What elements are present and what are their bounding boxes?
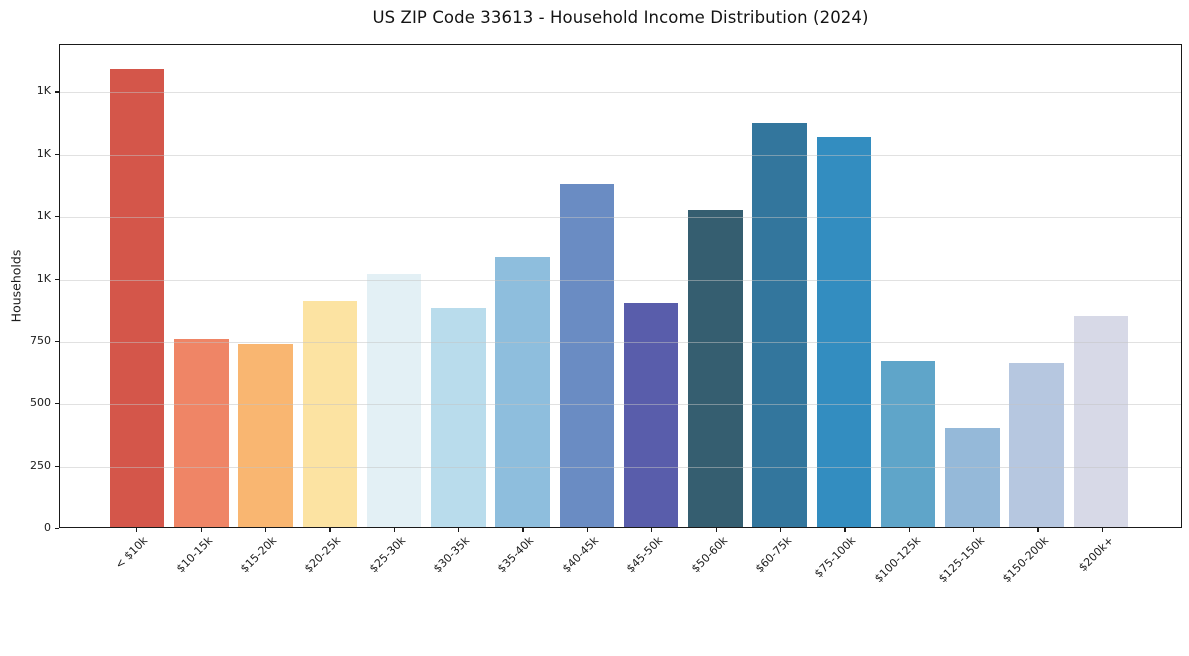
x-tick-label: $75-100k [812, 534, 859, 581]
bar--15-20k [238, 344, 293, 527]
gridline [60, 466, 1181, 468]
x-tick-mark [844, 528, 846, 532]
bar-slot [491, 45, 555, 527]
bar-slot [298, 45, 362, 527]
x-tick-mark [586, 528, 588, 532]
x-tick-mark [522, 528, 524, 532]
y-tick-label: 750 [30, 333, 51, 347]
x-tick-label: $100-125k [871, 534, 923, 586]
y-tick-mark [55, 465, 59, 467]
bar--10-15k [174, 339, 229, 527]
x-tick-mark [136, 528, 138, 532]
x-tick-label: $30-35k [430, 534, 473, 576]
x-tick-label: $20-25k [302, 534, 344, 576]
bar--45-50k [623, 303, 679, 527]
bar--30-35k [431, 308, 486, 527]
x-tick-label: $15-20k [237, 534, 280, 576]
x-tick-label: $50-60k [688, 534, 730, 576]
y-tick-mark [55, 278, 59, 280]
bar-slot [748, 45, 812, 527]
bar-slot [426, 45, 490, 527]
x-tick-mark [973, 528, 975, 532]
chart-figure: US ZIP Code 33613 - Household Income Dis… [8, 8, 1182, 585]
x-tick-label: $35-40k [495, 534, 537, 576]
y-tick-mark [55, 153, 59, 155]
y-tick-mark [55, 91, 59, 93]
gridline [60, 217, 1181, 219]
plot-area [59, 44, 1182, 528]
bar-slot [1069, 45, 1133, 527]
bar--20-25k [302, 300, 358, 527]
gridline [60, 92, 1181, 94]
x-tick-mark [651, 528, 653, 532]
gridline [60, 154, 1181, 156]
x-tick-label: $150-200k [1000, 534, 1052, 586]
x-tick-mark [200, 528, 202, 532]
bar--60-75k [752, 123, 807, 527]
x-tick-label: $10-15k [173, 534, 215, 576]
gridline [60, 404, 1181, 406]
bar--50-60k [688, 210, 743, 527]
bar-slot [169, 45, 233, 527]
y-tick-label: 250 [30, 458, 51, 472]
bar-slot [619, 45, 683, 527]
x-tick-label: $60-75k [752, 534, 795, 576]
y-tick-label: 1K [36, 271, 51, 285]
x-tick-mark [458, 528, 460, 532]
x-tick-mark [1101, 528, 1103, 532]
y-tick-mark [55, 528, 59, 530]
bar--125-150k [945, 427, 1000, 527]
bar-slot [555, 45, 619, 527]
bar--40-45k [559, 184, 615, 527]
chart-title: US ZIP Code 33613 - Household Income Dis… [372, 8, 869, 27]
gridline [60, 341, 1181, 343]
x-tick-mark [329, 528, 331, 532]
x-tick-mark [393, 528, 395, 532]
x-tick-label: < $10k [112, 534, 151, 572]
gridline [60, 279, 1181, 281]
y-tick-mark [55, 340, 59, 343]
bar-slot [234, 45, 298, 527]
x-tick-label: $45-50k [624, 534, 666, 576]
bar--150-200k [1009, 363, 1064, 527]
bars-container [60, 45, 1181, 527]
x-tick-label: $25-30k [366, 534, 408, 576]
x-tick-mark [779, 528, 782, 532]
y-tick-mark [55, 216, 59, 218]
bar-slot [105, 45, 169, 527]
x-tick-label: $200k+ [1075, 534, 1117, 575]
bar-slot [683, 45, 747, 527]
y-tick-label: 1K [36, 146, 51, 160]
y-axis-label: Households [8, 249, 24, 323]
bar-slot [1005, 45, 1069, 527]
x-tick-label: $125-150k [936, 534, 988, 586]
x-tick-mark [908, 528, 910, 532]
bar--35-40k [495, 257, 550, 527]
bar--100-125k [880, 360, 936, 527]
y-tick-label: 0 [44, 521, 51, 534]
x-tick-label: $40-45k [559, 534, 602, 576]
bar-slot [940, 45, 1004, 527]
x-tick-mark [1037, 528, 1039, 532]
bar--75-100k [816, 136, 872, 527]
bar--10k [109, 68, 165, 527]
x-tick-mark [715, 528, 717, 532]
bar--200k+ [1073, 315, 1129, 527]
y-tick-label: 1K [36, 209, 51, 223]
bar-slot [362, 45, 426, 527]
y-tick-mark [55, 403, 59, 405]
bar-slot [812, 45, 876, 527]
y-tick-label: 1K [36, 84, 51, 98]
x-tick-mark [264, 528, 267, 532]
bar-slot [876, 45, 940, 527]
y-tick-label: 500 [30, 396, 51, 410]
bar--25-30k [366, 273, 422, 527]
